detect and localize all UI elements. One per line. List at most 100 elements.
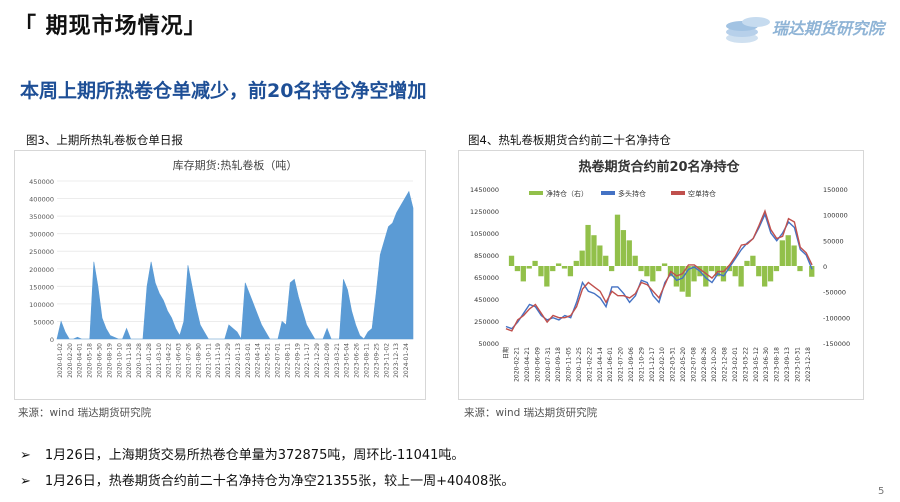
net-position-bar bbox=[779, 240, 785, 266]
x-tick-label: 2020-06-09 bbox=[534, 347, 541, 382]
net-position-bar bbox=[685, 266, 691, 297]
x-tick-label: 2021-07-20 bbox=[618, 347, 625, 382]
x-tick-label: 2022-03-01 bbox=[245, 343, 252, 378]
x-tick-label: 2020-10-10 bbox=[116, 343, 123, 378]
chart-title: 热卷期货合约前20名净持仓 bbox=[578, 159, 740, 175]
x-tick-label: 2022-07-08 bbox=[690, 347, 697, 382]
net-position-bar bbox=[732, 266, 738, 277]
x-tick-label: 2020-04-01 bbox=[77, 343, 84, 378]
y-left-tick-label: 250000 bbox=[474, 318, 499, 326]
x-tick-label: 2021-09-06 bbox=[628, 347, 635, 382]
net-position-bar bbox=[544, 266, 550, 287]
legend-swatch bbox=[529, 191, 543, 195]
short-position-line bbox=[505, 208, 813, 332]
x-tick-label: 2020-04-21 bbox=[524, 347, 531, 382]
x-tick-label: 2021-11-19 bbox=[215, 343, 222, 378]
x-tick-label: 2022-10-20 bbox=[711, 347, 718, 382]
x-tick-label: 2023-05-04 bbox=[344, 343, 351, 378]
arrow-bullet-icon: ➢ bbox=[20, 448, 31, 463]
y-left-tick-label: 50000 bbox=[478, 340, 499, 348]
x-tick-label: 2023-08-11 bbox=[364, 343, 371, 378]
y-tick-label: 450000 bbox=[29, 178, 54, 186]
x-tick-label: 2021-04-14 bbox=[597, 347, 604, 382]
x-tick-label: 2022-01-13 bbox=[235, 343, 242, 378]
net-position-bar bbox=[508, 255, 515, 266]
y-tick-label: 200000 bbox=[29, 266, 54, 274]
x-tick-label: 2022-12-08 bbox=[722, 347, 729, 382]
x-tick-label: 2020-06-30 bbox=[97, 343, 104, 378]
bullet-item: ➢ 1月26日，热卷期货合约前二十名净持仓为净空21355张，较上一周+40408… bbox=[20, 470, 514, 489]
net-position-bar bbox=[620, 230, 627, 266]
net-position-bar bbox=[656, 266, 662, 272]
net-position-bar bbox=[573, 260, 579, 266]
figure-4-frame: 热卷期货合约前20名净持仓 50000 250000 450000 650000 8500… bbox=[458, 150, 864, 400]
x-tick-label: 2020-09-18 bbox=[555, 347, 562, 382]
x-tick-label: 2021-01-28 bbox=[146, 343, 153, 378]
net-position-bar bbox=[532, 260, 538, 266]
net-position-bar bbox=[597, 245, 603, 266]
x-tick-label: 2023-12-13 bbox=[393, 343, 400, 378]
x-tick-label: 2021-04-22 bbox=[166, 343, 173, 378]
x-tick-label: 2020-01-02 bbox=[57, 343, 64, 378]
x-tick-label: 2021-02-22 bbox=[586, 347, 593, 382]
x-tick-label: 2023-06-30 bbox=[763, 347, 770, 382]
y-tick-label: 50000 bbox=[33, 318, 54, 326]
x-tick-label: 2023-10-31 bbox=[794, 347, 801, 382]
net-position-bar bbox=[791, 245, 797, 266]
bullet-text: 1月26日，热卷期货合约前二十名净持仓为净空21355张，较上一周+40408张… bbox=[44, 474, 515, 489]
x-tick-label: 2021-08-30 bbox=[195, 343, 202, 378]
x-tick-label: 2022-05-21 bbox=[265, 343, 272, 378]
page-number: 5 bbox=[878, 486, 885, 497]
x-tick-label: 2022-08-26 bbox=[701, 347, 708, 382]
y-tick-label: 300000 bbox=[29, 231, 54, 239]
x-tick-label: 2023-12-18 bbox=[805, 347, 812, 382]
x-tick-label: 2021-12-29 bbox=[225, 343, 232, 378]
positions-chart: 热卷期货合约前20名净持仓 50000 250000 450000 650000 8500… bbox=[470, 159, 850, 382]
net-position-bar bbox=[603, 255, 609, 266]
logo-graphic bbox=[726, 17, 770, 43]
x-tick-label: 2020-07-31 bbox=[545, 347, 552, 382]
x-tick-label: 2021-06-03 bbox=[176, 343, 183, 378]
x-tick-label: 2022-09-19 bbox=[294, 343, 301, 378]
x-tick-label: 2020-02-21 bbox=[514, 347, 521, 382]
net-position-bar bbox=[756, 266, 762, 277]
net-position-bar bbox=[750, 255, 756, 266]
bullet-text: 1月26日，上海期货交易所热卷仓单量为372875吨，周环比-11041吨。 bbox=[44, 448, 465, 463]
x-tick-label: 2020-11-18 bbox=[126, 343, 133, 378]
coin-stack-icon bbox=[726, 17, 770, 43]
y-right-tick-label: 50000 bbox=[823, 237, 844, 245]
net-position-bar bbox=[720, 266, 727, 282]
net-position-bar bbox=[661, 263, 668, 266]
net-position-bar bbox=[785, 235, 791, 266]
net-position-bar bbox=[632, 255, 638, 266]
y-right-tick-label: -100000 bbox=[823, 314, 850, 322]
x-tick-label: 2022-05-20 bbox=[680, 347, 687, 382]
plot-area bbox=[57, 181, 413, 339]
net-position-bar bbox=[638, 266, 644, 272]
figure-3-frame: 库存期货:热轧卷板（吨） 0 50000 100000 150000 200000 2500… bbox=[14, 150, 426, 400]
logo-text: 瑞达期货研究院 bbox=[772, 19, 885, 38]
net-position-bar bbox=[585, 224, 591, 266]
inventory-area bbox=[56, 190, 414, 340]
net-position-bar bbox=[526, 266, 532, 269]
net-position-bar bbox=[579, 250, 585, 266]
figure-4-caption: 图4、热轧卷板期货合约前二十名净持仓 bbox=[468, 133, 671, 147]
x-tick-label: 2020-12-28 bbox=[136, 343, 143, 378]
x-tick-label: 2023-03-22 bbox=[742, 347, 749, 382]
x-tick-label: 2022-02-10 bbox=[659, 347, 666, 382]
x-tick-label: 2021-07-26 bbox=[186, 343, 193, 378]
x-tick-label: 2021-12-17 bbox=[649, 347, 656, 382]
y-tick-label: 350000 bbox=[29, 213, 54, 221]
net-position-bar bbox=[555, 263, 562, 266]
net-position-bar bbox=[538, 266, 544, 277]
net-position-bar bbox=[767, 266, 774, 282]
page-title: 「 期现市场情况」 bbox=[14, 14, 207, 39]
net-position-bar bbox=[614, 214, 621, 266]
legend-label: 净持仓（右） bbox=[546, 189, 588, 198]
net-position-bar bbox=[608, 266, 615, 272]
y-tick-label: 150000 bbox=[29, 283, 54, 291]
legend-swatch bbox=[671, 191, 685, 195]
figure-3-caption: 图3、上期所热轧卷板仓单日报 bbox=[26, 133, 183, 147]
y-tick-label: 250000 bbox=[29, 248, 54, 256]
net-position-bar bbox=[561, 266, 568, 269]
